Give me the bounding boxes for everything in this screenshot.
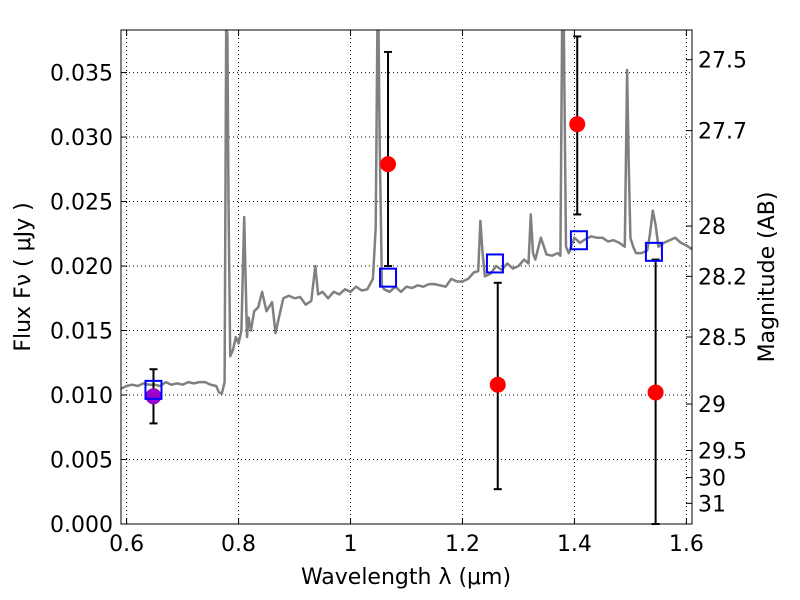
- mag-tick-label: 30: [698, 467, 726, 492]
- observed-point: [380, 156, 397, 173]
- mag-tick-label: 28: [698, 215, 726, 240]
- mag-tick-label: 27.7: [698, 120, 747, 145]
- mag-tick-label: 29: [698, 393, 726, 418]
- y-axis-label: Flux Fν ( μJy ): [11, 202, 36, 351]
- mag-tick-label: 29.5: [698, 439, 747, 464]
- observed-point: [647, 384, 664, 401]
- y-tick-label: 0.000: [50, 513, 113, 538]
- spectrum-layer: [121, 30, 692, 395]
- y-tick-label: 0.035: [50, 62, 113, 87]
- observed-point: [145, 388, 162, 405]
- x-tick-label: 1: [344, 532, 358, 557]
- plot-frame: [120, 29, 693, 525]
- observed-point: [489, 376, 506, 393]
- model-points: [144, 230, 663, 400]
- model-point: [644, 241, 663, 262]
- spectrum-line: [121, 30, 692, 395]
- y-tick-label: 0.015: [50, 320, 113, 345]
- y-tick-label: 0.005: [50, 449, 113, 474]
- x-tick-label: 1.4: [557, 532, 592, 557]
- x-axis-label: Wavelength λ (μm): [301, 565, 511, 590]
- observed-points: [145, 116, 664, 405]
- y-axis-right-label: Magnitude (AB): [755, 192, 780, 363]
- mag-tick-label: 31: [698, 492, 726, 517]
- x-tick-label: 0.8: [221, 532, 256, 557]
- model-point: [144, 379, 163, 400]
- x-tick-label: 0.6: [109, 532, 144, 557]
- model-point: [379, 267, 398, 288]
- y-tick-label: 0.030: [50, 126, 113, 151]
- model-point: [485, 253, 504, 274]
- mag-tick-label: 28.2: [698, 265, 747, 290]
- y-tick-label: 0.020: [50, 255, 113, 280]
- mag-tick-label: 27.5: [698, 49, 747, 74]
- mag-tick-label: 28.5: [698, 326, 747, 351]
- model-point: [569, 230, 588, 251]
- x-tick-label: 1.6: [669, 532, 704, 557]
- x-tick-label: 1.2: [445, 532, 480, 557]
- axes-layer: 0.6 0.8 1 1.2 1.4 1.6 0.000 0.005 0.010 0.015 0.02…: [50, 30, 747, 557]
- observed-point: [569, 116, 586, 133]
- y-tick-label: 0.010: [50, 384, 113, 409]
- y-tick-label: 0.025: [50, 191, 113, 216]
